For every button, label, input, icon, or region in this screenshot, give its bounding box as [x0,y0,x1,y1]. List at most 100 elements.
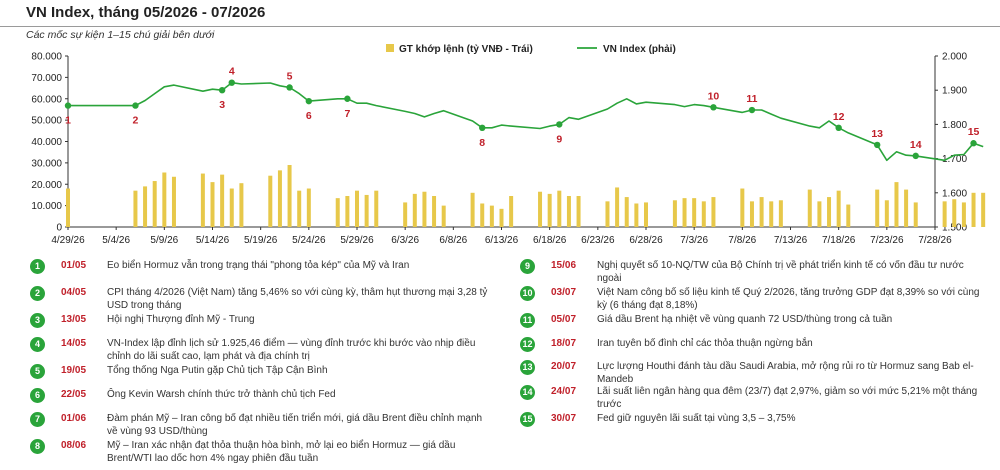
volume-bar [846,204,851,227]
chart-subtitle: Các mốc sự kiện 1–15 chú giải bên dưới [26,29,215,41]
event-marker-label: 12 [833,111,845,123]
volume-bar [682,198,687,227]
event-marker-label: 15 [968,126,980,138]
event-date: 19/05 [61,365,87,376]
event-date: 30/07 [551,413,577,424]
event-description: Lực lượng Houthi đánh tàu dầu Saudi Arab… [597,361,974,385]
event-date: 05/07 [551,314,577,325]
event-marker-dot [218,87,226,94]
event-item: 7 01/06 Đàm phán Mỹ – Iran công bố đạt nhi… [30,412,490,438]
event-marker-label: 2 [133,115,139,127]
y-right-tick-label: 1.500 [942,223,967,234]
event-number-badge: 5 [30,364,45,379]
x-tick-label: 6/23/26 [581,235,615,246]
volume-bar [827,197,832,227]
event-date: 20/07 [551,361,577,372]
x-tick-label: 6/18/26 [533,235,567,246]
volume-bar [547,193,552,227]
x-tick-label: 7/8/26 [728,235,756,246]
volume-bar [807,189,812,227]
volume-bar [576,196,581,227]
event-number-badge: 3 [30,313,45,328]
volume-bar [759,197,764,227]
x-tick-label: 6/3/26 [391,235,419,246]
y-right-tick-label: 2.000 [942,52,967,63]
volume-bar [470,192,475,227]
volume-bar [624,197,629,227]
event-date: 14/05 [61,338,87,349]
event-description: Giá dầu Brent hạ nhiệt về vùng quanh 72 … [597,314,893,325]
event-marker-label: 6 [306,110,312,122]
event-description: Eo biển Hormuz vẫn trong trạng thái "pho… [107,260,410,271]
volume-bar [239,183,244,227]
event-marker-label: 11 [746,93,757,105]
event-item: 8 08/06 Mỹ – Iran xác nhận đạt thỏa thuận … [30,439,490,465]
event-description: CPI tháng 4/2026 (Việt Nam) tăng 5,46% s… [107,287,488,311]
volume-bar [538,191,543,227]
event-marker-dot [132,102,139,109]
volume-bar [277,170,282,227]
x-tick-label: 7/23/26 [870,235,904,246]
volume-bar [961,202,966,227]
x-tick-label: 6/8/26 [439,235,467,246]
legend-bar-label: GT khớp lệnh (tỷ VNĐ - Trái) [399,44,533,55]
volume-bar [749,201,754,227]
event-marker-label: 4 [229,66,235,78]
volume-bar [701,201,706,227]
volume-bar [345,196,350,227]
event-item: 9 15/06 Nghị quyết số 10-NQ/TW của Bộ Chín… [520,259,990,285]
volume-bar [422,191,427,227]
volume-bar [615,187,620,227]
event-description: Fed giữ nguyên lãi suất tại vùng 3,5 – 3… [597,413,796,424]
x-tick-label: 5/4/26 [102,235,130,246]
volume-bar [557,190,562,227]
y-right-tick-label: 1.600 [942,188,967,199]
y-left-tick-label: 60.000 [31,94,62,105]
volume-bar [229,188,234,227]
event-marker-dot [228,79,235,86]
event-date: 18/07 [551,338,577,349]
event-date: 13/05 [61,314,87,325]
volume-bar [210,182,215,227]
event-item: 10 03/07 Việt Nam công bố số liệu kinh tế … [520,286,990,312]
y-right-tick-label: 1.800 [942,120,967,131]
event-item: 11 05/07 Giá dầu Brent hạ nhiệt về vùng qu… [520,313,990,328]
event-date: 22/05 [61,389,87,400]
x-tick-label: 5/19/26 [244,235,278,246]
x-tick-label: 7/13/26 [774,235,808,246]
event-number-badge: 14 [520,385,535,400]
event-number-badge: 13 [520,360,535,375]
event-marker-label: 1 [65,115,71,127]
event-date: 04/05 [61,287,87,298]
volume-bar [133,190,138,227]
volume-bar [942,201,947,227]
y-left-tick-label: 80.000 [31,52,62,63]
y-right-tick-label: 1.700 [942,154,967,165]
event-item: 5 19/05 Tổng thống Nga Putin gặp Chủ tịch … [30,364,490,379]
volume-bar [374,190,379,227]
event-marker-label: 7 [344,108,350,120]
volume-bar [480,203,485,227]
volume-bar [981,192,986,227]
event-marker-dot [305,97,313,105]
volume-bar [740,188,745,227]
y-left-tick-label: 20.000 [31,180,62,191]
event-item: 14 24/07 Lãi suất liên ngân hàng qua đêm (… [520,385,990,411]
event-number-badge: 9 [520,259,535,274]
volume-bar [355,190,359,227]
volume-bar [489,205,494,227]
event-item: 4 14/05 VN-Index lập đỉnh lịch sử 1.925,46… [30,337,490,363]
x-tick-label: 7/28/26 [918,235,952,246]
event-description: Hội nghị Thượng đỉnh Mỹ - Trung [107,314,255,325]
volume-bar [817,201,822,227]
volume-bar [162,172,167,227]
event-description: Nghị quyết số 10-NQ/TW của Bộ Chính trị … [597,260,964,284]
event-number-badge: 12 [520,337,535,352]
event-number-badge: 7 [30,412,45,427]
event-number-badge: 4 [30,337,45,352]
event-marker-dot [748,106,756,114]
event-marker-dot [970,140,977,147]
event-marker-label: 14 [910,139,922,151]
y-right-tick-label: 1.900 [942,86,967,97]
volume-bar [152,181,157,227]
